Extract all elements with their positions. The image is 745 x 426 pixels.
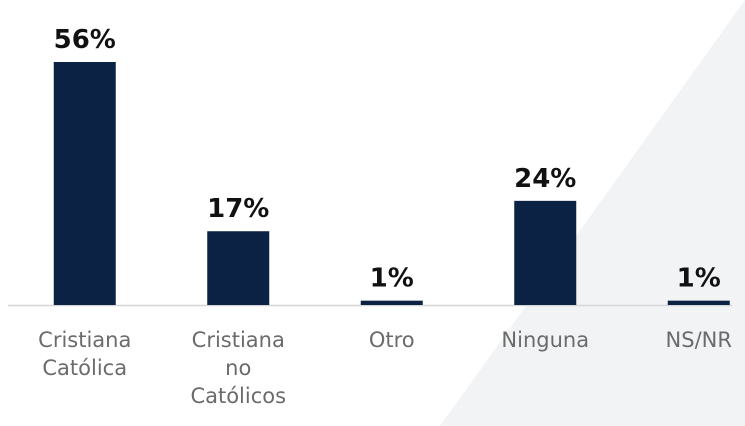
x-tick-label: Cristiana Católica: [38, 328, 132, 380]
x-tick-label: NS/NR: [665, 328, 732, 352]
value-label: 56%: [54, 25, 116, 55]
x-tick-label: Cristiana no Católicos: [190, 328, 287, 408]
value-label: 17%: [207, 194, 269, 224]
background-shape: [440, 0, 745, 426]
bar: [514, 200, 577, 305]
bar: [207, 231, 270, 305]
bar: [53, 62, 116, 305]
value-label: 1%: [677, 264, 721, 294]
bar: [667, 300, 730, 305]
bar: [360, 300, 423, 305]
value-label: 24%: [514, 164, 576, 194]
x-tick-label: Ninguna: [501, 328, 590, 352]
x-tick-label: Otro: [368, 328, 415, 352]
value-label: 1%: [370, 264, 414, 294]
